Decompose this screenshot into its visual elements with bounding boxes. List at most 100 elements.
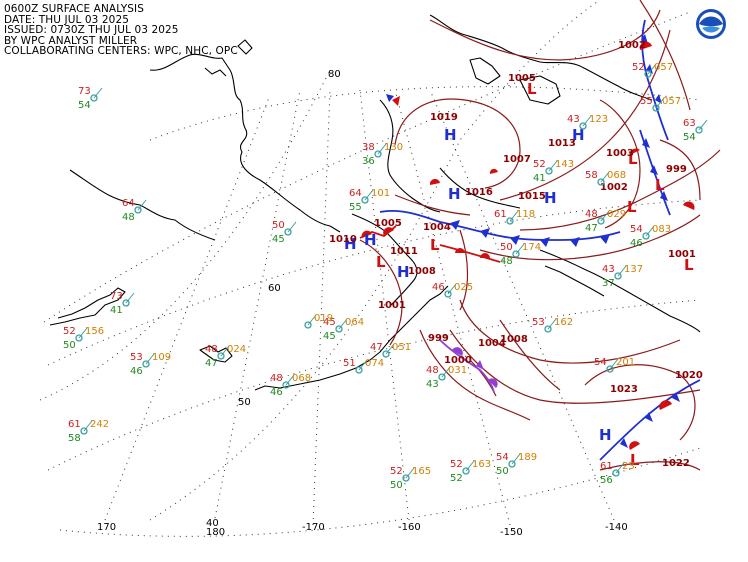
station-dewpoint: 54 xyxy=(78,100,91,111)
station-pressure: 051 xyxy=(392,342,411,353)
wind-barb-icon xyxy=(447,283,457,295)
station-plot: 47 051 xyxy=(370,342,411,358)
high-center-1011-symbol: H xyxy=(364,231,377,249)
station-temperature: 73 xyxy=(78,86,91,97)
station-circle-icon xyxy=(597,217,605,225)
station-pressure: 068 xyxy=(292,373,311,384)
station-dewpoint: 37 xyxy=(602,278,615,289)
station-circle-icon xyxy=(361,196,369,204)
low-center-1005-symbol: L xyxy=(527,80,537,98)
wind-barb-icon xyxy=(125,292,135,304)
station-circle-icon xyxy=(75,334,83,342)
station-plot: 52 50 156 xyxy=(63,326,104,351)
wind-barb-icon xyxy=(511,453,521,465)
station-temperature: 51 xyxy=(343,358,356,369)
station-circle-icon xyxy=(335,325,343,333)
station-dewpoint: 56 xyxy=(600,475,613,486)
low-center-1003-value: 1003 xyxy=(606,148,634,159)
header-issued: ISSUED: 0730Z THU JUL 03 2025 xyxy=(4,24,179,36)
station-plot: 48 43 031 xyxy=(426,365,467,390)
high-center-1008-value: 1008 xyxy=(408,266,436,277)
station-pressure: 23 xyxy=(622,461,635,472)
station-temperature: 48 xyxy=(585,209,598,220)
station-dewpoint: 58 xyxy=(68,433,81,444)
station-circle-icon xyxy=(90,94,98,102)
station-temperature: 54 xyxy=(594,357,607,368)
station-dewpoint: 54 xyxy=(683,132,696,143)
isobar-label-9: 1001 xyxy=(668,249,696,260)
wind-barb-icon xyxy=(465,460,475,472)
station-pressure: 143 xyxy=(555,159,574,170)
isobar-label-4: 1004 xyxy=(478,338,506,349)
station-pressure: 024 xyxy=(227,344,246,355)
station-circle-icon xyxy=(644,70,652,78)
station-dewpoint: 50 xyxy=(63,340,76,351)
station-temperature: 43 xyxy=(602,264,615,275)
station-dewpoint: 47 xyxy=(205,358,218,369)
station-circle-icon xyxy=(508,460,516,468)
wind-barb-icon xyxy=(600,210,610,222)
station-circle-icon xyxy=(80,427,88,435)
wind-barb-icon xyxy=(548,160,558,172)
station-circle-icon xyxy=(444,290,452,298)
station-pressure: 074 xyxy=(365,358,384,369)
wind-barb-icon xyxy=(600,171,610,183)
station-temperature: 43 xyxy=(567,114,580,125)
station-plot: 43 123 xyxy=(567,114,608,130)
station-temperature: 52 xyxy=(533,159,546,170)
station-plot: 48 47 024 xyxy=(205,344,246,369)
lon-label-170: 170 xyxy=(97,522,116,533)
station-plot: 54 201 xyxy=(594,357,635,373)
low-center-999b-value: 999 xyxy=(428,333,449,344)
station-dewpoint: 45 xyxy=(323,331,336,342)
station-dewpoint: 46 xyxy=(630,238,643,249)
station-pressure: 242 xyxy=(90,419,109,430)
low-center-1005b-symbol: L xyxy=(376,253,386,271)
header-analyst: BY WPC ANALYST MILLER xyxy=(4,34,138,47)
station-pressure: 162 xyxy=(554,317,573,328)
low-center-20-symbol: L xyxy=(627,198,637,216)
station-plot: 48 46 068 xyxy=(270,373,311,398)
station-pressure: 201 xyxy=(616,357,635,368)
station-dewpoint: 43 xyxy=(426,379,439,390)
wind-barb-icon xyxy=(137,199,147,211)
isobar-label-7: 1022 xyxy=(662,458,690,469)
station-circle-icon xyxy=(545,167,553,175)
station-temperature: 48 xyxy=(205,344,218,355)
station-pressure: 031 xyxy=(448,365,467,376)
wind-barb-icon xyxy=(609,358,619,370)
station-pressure: 165 xyxy=(412,466,431,477)
station-pressure: 174 xyxy=(522,242,541,253)
station-dewpoint: 41 xyxy=(110,305,123,316)
station-pressure: 083 xyxy=(652,224,671,235)
station-dewpoint: 41 xyxy=(533,173,546,184)
station-plot: 52 057 xyxy=(632,62,673,78)
isobar-label-6: 1020 xyxy=(675,370,703,381)
high-center-1013-symbol: H xyxy=(572,126,585,144)
wind-barb-icon xyxy=(364,189,374,201)
station-circle-icon xyxy=(642,232,650,240)
station-pressure: 057 xyxy=(662,96,681,107)
wind-barb-icon xyxy=(93,87,103,99)
low-center-19-symbol: L xyxy=(630,451,640,469)
wind-barb-icon xyxy=(145,353,155,365)
station-pressure: 057 xyxy=(654,62,673,73)
coastlines xyxy=(49,14,701,391)
station-plot: 54 46 083 xyxy=(630,224,671,249)
isobar-label-3: 1002 xyxy=(600,182,628,193)
wind-barb-icon xyxy=(645,225,655,237)
station-dewpoint: 46 xyxy=(270,387,283,398)
pressure-centers: H 1019 H 1016 H H 1013 H H 1011 H 1008 1… xyxy=(344,40,694,469)
graticule-labels: 80 60 50 40 170 180 -170 -160 -150 -140 xyxy=(97,69,628,538)
lat-label-40: 40 xyxy=(206,518,219,529)
high-center-9-symbol: H xyxy=(599,426,612,444)
station-pressure: 156 xyxy=(85,326,104,337)
station-circle-icon xyxy=(438,373,446,381)
isobar-label-8: 1000 xyxy=(444,355,472,366)
station-circle-icon xyxy=(142,360,150,368)
station-temperature: 50 xyxy=(272,220,285,231)
lat-label-50: 50 xyxy=(238,397,251,408)
